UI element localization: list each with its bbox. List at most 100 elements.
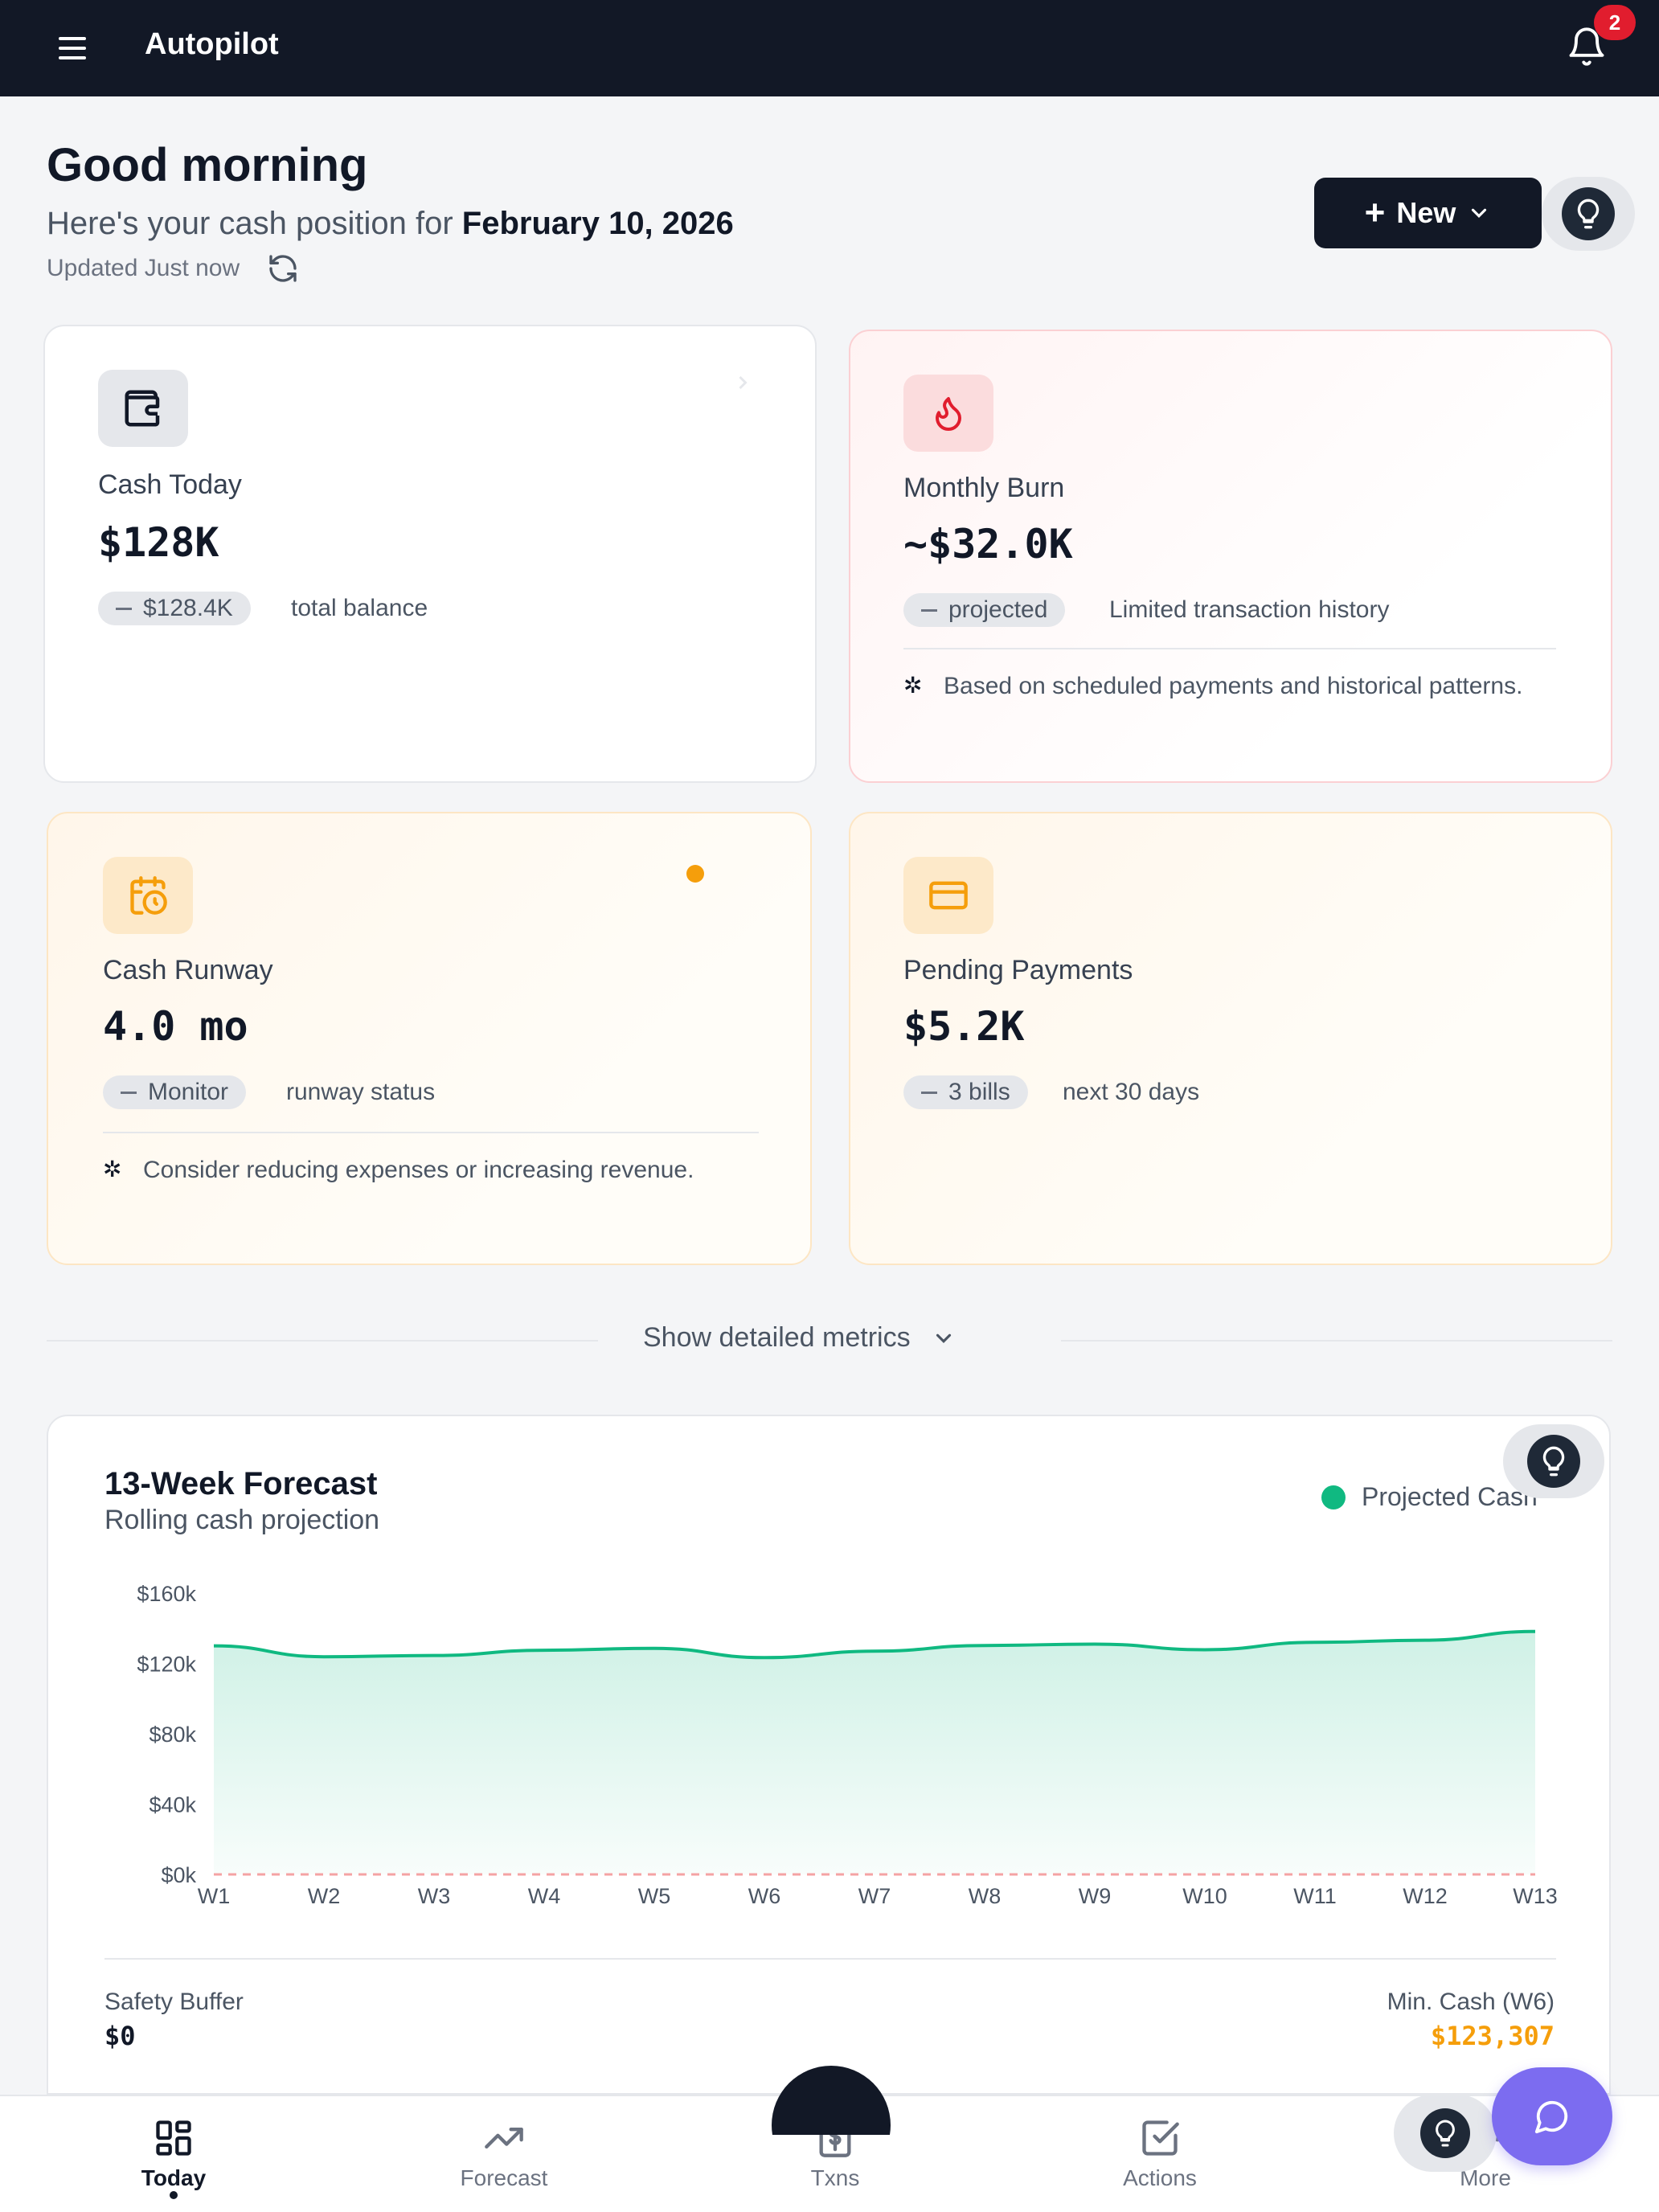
greeting: Good morning [47, 139, 368, 191]
new-button-label: New [1396, 196, 1456, 229]
app-title: Autopilot [145, 27, 279, 61]
chevron-down-icon [1472, 208, 1487, 218]
card-label: Monthly Burn [903, 473, 1065, 503]
card-label: Cash Runway [103, 955, 273, 985]
x-tick-label: W5 [638, 1884, 671, 1908]
nav-insights-button[interactable] [1394, 2095, 1497, 2172]
forecast-subtitle: Rolling cash projection [104, 1505, 380, 1535]
nav-label: Txns [810, 2165, 860, 2190]
projected-chip: projected [903, 593, 1066, 627]
runway-status-chip: Monitor [103, 1075, 247, 1109]
wallet-icon [98, 370, 188, 447]
nav-forecast[interactable]: Forecast [424, 2117, 584, 2191]
card-hint: Based on scheduled payments and historic… [944, 673, 1523, 699]
chip-label: Monitor [148, 1079, 229, 1105]
card-value: $128K [98, 519, 219, 566]
y-tick-label: $0k [161, 1863, 196, 1887]
projected-cash-line [213, 1629, 1536, 1660]
y-tick-label: $40k [149, 1793, 196, 1817]
x-tick-label: W12 [1403, 1884, 1448, 1908]
chart-legend: Projected Cash [1321, 1482, 1538, 1512]
x-tick-label: W3 [418, 1884, 451, 1908]
credit-card-icon [903, 857, 993, 934]
y-tick-label: $160k [137, 1582, 196, 1606]
nav-label: Actions [1123, 2165, 1197, 2190]
new-button[interactable]: + New [1314, 178, 1542, 248]
forecast-insights-button[interactable] [1503, 1424, 1604, 1498]
updated-label: Updated Just now [47, 255, 240, 281]
chevron-right-icon [739, 375, 748, 390]
subtitle-prefix: Here's your cash position for [47, 206, 453, 241]
card-divider [903, 648, 1556, 649]
balance-chip: $128.4K [98, 592, 251, 625]
forecast-title: 13-Week Forecast [104, 1466, 378, 1501]
status-dot [686, 865, 704, 883]
legend-swatch [1321, 1485, 1346, 1509]
min-cash-value: $123,307 [1430, 2021, 1555, 2051]
active-indicator [170, 2191, 178, 2199]
x-tick-label: W13 [1513, 1884, 1558, 1908]
cash-runway-card[interactable]: Cash Runway 4.0 mo Monitor runway status… [47, 812, 812, 1265]
trend-up-icon [485, 2128, 523, 2149]
divider-right [1061, 1340, 1612, 1342]
current-date: February 10, 2026 [461, 206, 734, 241]
monthly-burn-card[interactable]: Monthly Burn ~$32.0K projected Limited t… [849, 330, 1612, 783]
lightbulb-icon [1577, 199, 1600, 229]
pending-payments-card[interactable]: Pending Payments $5.2K 3 bills next 30 d… [849, 812, 1612, 1265]
insights-button[interactable] [1542, 177, 1635, 251]
y-tick-label: $80k [149, 1722, 196, 1747]
chip-label: projected [948, 596, 1048, 623]
legend-label: Projected Cash [1362, 1482, 1538, 1511]
notification-badge: 2 [1594, 5, 1636, 40]
x-tick-label: W4 [528, 1884, 561, 1908]
nav-today[interactable]: Today [93, 2117, 254, 2191]
show-metrics-label: Show detailed metrics [643, 1322, 911, 1353]
x-tick-label: W11 [1293, 1884, 1337, 1908]
chat-button[interactable] [1492, 2067, 1612, 2165]
show-detailed-metrics-button[interactable]: Show detailed metrics [643, 1322, 956, 1354]
x-tick-label: W8 [969, 1884, 1002, 1908]
card-label: Cash Today [98, 469, 242, 500]
grid-icon [156, 2120, 191, 2156]
lightbulb-icon [1436, 2120, 1455, 2147]
x-tick-label: W9 [1079, 1884, 1112, 1908]
chip-label: $128.4K [143, 595, 233, 621]
x-tick-label: W7 [858, 1884, 891, 1908]
top-bar: Autopilot 2 [0, 0, 1659, 96]
min-cash-label: Min. Cash (W6) [1387, 1989, 1555, 2015]
nav-label: Forecast [460, 2165, 548, 2190]
card-hint: Consider reducing expenses or increasing… [143, 1157, 694, 1183]
chat-icon [1534, 2100, 1568, 2134]
chevron-down-icon [936, 1333, 951, 1343]
updated-status: Updated Just now [47, 252, 299, 285]
y-tick-label: $120k [137, 1653, 196, 1677]
card-label: Pending Payments [903, 955, 1133, 985]
x-tick-label: W1 [198, 1884, 231, 1908]
x-tick-label: W2 [308, 1884, 341, 1908]
divider-left [47, 1340, 598, 1342]
cash-today-card[interactable]: Cash Today $128K $128.4K total balance [43, 325, 817, 783]
projected-cash-area [214, 1631, 1535, 1874]
sparkle-icon: ✲ [903, 673, 923, 698]
card-value: $5.2K [903, 1003, 1025, 1050]
x-tick-label: W6 [748, 1884, 781, 1908]
sparkle-icon: ✲ [103, 1157, 122, 1182]
chip-note: total balance [291, 595, 428, 621]
cash-position-subtitle: Here's your cash position for February 1… [47, 206, 734, 242]
x-tick-label: W10 [1182, 1884, 1227, 1908]
chip-label: 3 bills [948, 1079, 1010, 1105]
card-value: ~$32.0K [903, 521, 1073, 567]
nav-actions[interactable]: Actions [1079, 2117, 1240, 2191]
bills-chip: 3 bills [903, 1075, 1028, 1109]
menu-icon[interactable] [47, 29, 98, 68]
forecast-divider [104, 1958, 1556, 1960]
card-value: 4.0 mo [103, 1003, 248, 1050]
flame-icon [903, 375, 993, 452]
bell-icon[interactable] [1566, 26, 1608, 68]
safety-buffer-label: Safety Buffer [104, 1989, 244, 2015]
chip-note: next 30 days [1063, 1079, 1200, 1105]
forecast-chart: $0k $40k $80k $120k $160k W1 W2 W3 W4 W5 W6 W7 W8 W9 W… [137, 1582, 1558, 1908]
chip-note: runway status [286, 1079, 436, 1105]
refresh-icon[interactable] [267, 252, 299, 285]
nav-label: Today [141, 2165, 207, 2190]
